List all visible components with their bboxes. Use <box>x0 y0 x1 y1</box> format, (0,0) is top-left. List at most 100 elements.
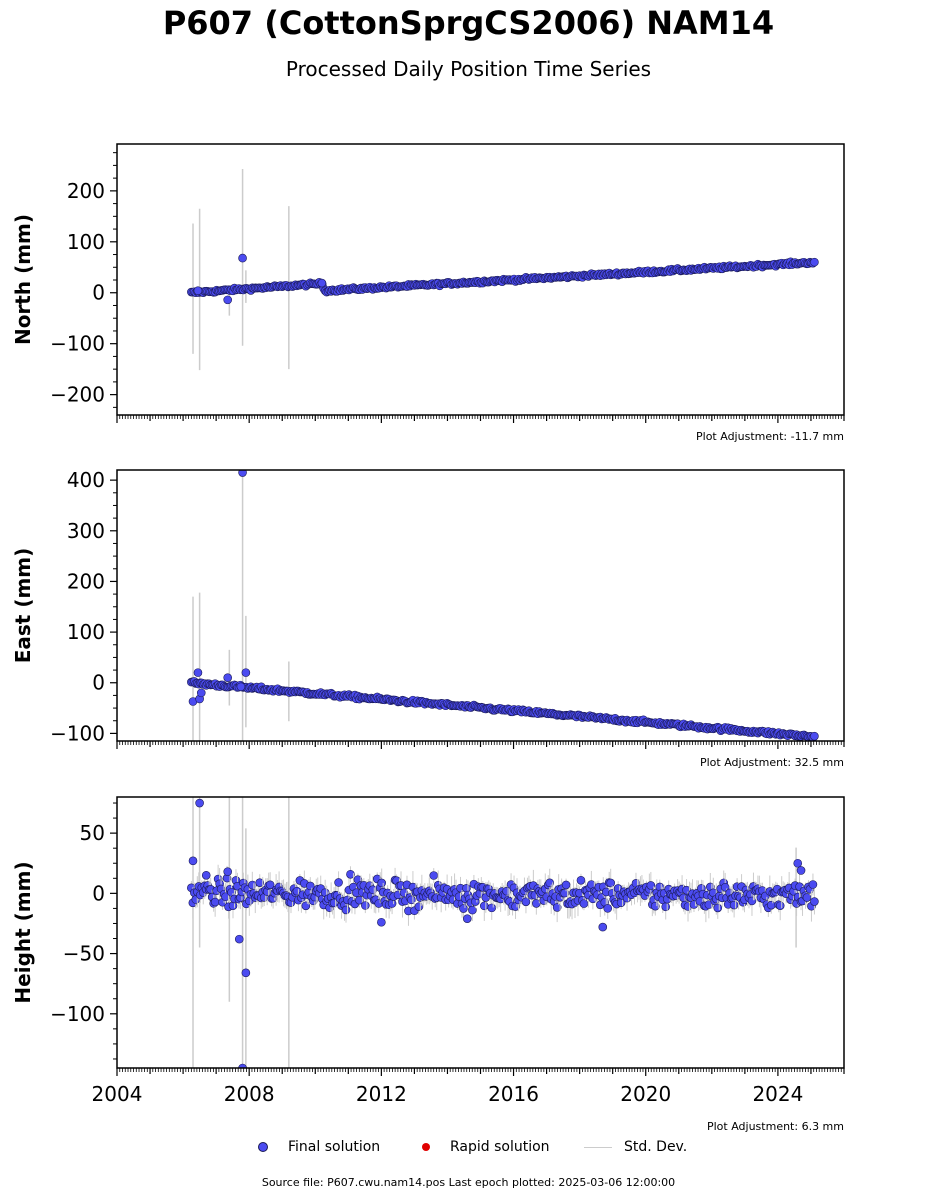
plot-adjustment-label: Plot Adjustment: 6.3 mm <box>707 1120 844 1133</box>
std-dev-line-icon <box>584 1146 612 1148</box>
final-solution-point <box>241 968 251 978</box>
y-axis-label: East (mm) <box>11 548 35 664</box>
plot-adjustment-label: Plot Adjustment: 32.5 mm <box>700 756 844 769</box>
final-solution-point <box>713 903 723 913</box>
final-solution-point <box>355 895 364 905</box>
panel-frame <box>116 469 845 742</box>
final-solution-point <box>808 880 818 889</box>
final-solution-point <box>606 878 615 888</box>
y-axis-label: North (mm) <box>11 214 35 345</box>
y-tick-label: 200 <box>67 179 105 203</box>
final-solution-point <box>223 867 233 876</box>
x-tick-label: 2024 <box>752 1082 803 1106</box>
final-solution-point <box>766 900 776 910</box>
final-solution-point <box>193 668 203 677</box>
final-solution-point <box>661 902 671 912</box>
final-solution-point <box>201 870 211 880</box>
final-solution-point <box>377 878 386 888</box>
x-tick-label: 2008 <box>224 1082 275 1106</box>
final-solution-point <box>210 897 220 907</box>
final-solution-point <box>747 896 757 906</box>
panel-data-group <box>187 168 819 371</box>
final-solution-point <box>796 866 806 875</box>
final-solution-point <box>552 903 562 912</box>
y-tick-label: 100 <box>67 620 105 644</box>
final-solution-point <box>810 731 819 741</box>
final-solution-point <box>188 856 198 866</box>
final-solution-point <box>561 880 571 890</box>
final-solution-point <box>579 899 589 908</box>
final-solution-point <box>223 673 233 682</box>
y-tick-label: 200 <box>67 569 105 593</box>
final-solution-point <box>193 286 203 296</box>
panel-data-group <box>187 470 819 741</box>
final-solution-point <box>729 900 739 910</box>
panel-frame <box>116 796 845 1069</box>
final-solution-point <box>346 869 355 879</box>
final-solution-point <box>487 903 497 913</box>
source-footer: Source file: P607.cwu.nam14.pos Last epo… <box>261 1176 676 1189</box>
final-solution-point <box>480 901 489 911</box>
final-solution-point <box>462 914 472 923</box>
y-tick-label: 0 <box>92 671 105 695</box>
y-tick-label: 300 <box>67 519 105 543</box>
final-solution-point <box>399 888 409 898</box>
legend-rapid-label: Rapid solution <box>450 1139 550 1155</box>
plot-adjustment-label: Plot Adjustment: -11.7 mm <box>696 430 844 443</box>
final-solution-point <box>238 253 247 263</box>
legend: Final solution Rapid solution Std. Dev. <box>0 1137 937 1157</box>
x-tick-label: 2004 <box>92 1082 143 1106</box>
y-tick-label: −100 <box>50 1002 105 1026</box>
final-solution-point <box>576 875 586 885</box>
x-tick-label: 2016 <box>488 1082 539 1106</box>
final-solution-point <box>195 798 204 808</box>
final-solution-point <box>238 470 247 477</box>
y-tick-label: −100 <box>50 332 105 356</box>
final-solution-point <box>459 904 468 913</box>
legend-std: Std. Dev. <box>584 1137 687 1157</box>
final-solution-point <box>223 295 233 305</box>
final-solution-point <box>317 278 327 288</box>
final-solution-marker-icon <box>258 1142 268 1152</box>
final-solution-point <box>334 878 343 887</box>
final-solution-point <box>255 878 265 887</box>
y-tick-label: 0 <box>92 281 105 305</box>
final-solution-point <box>341 905 351 915</box>
final-solution-point <box>521 897 531 907</box>
final-solution-point <box>238 1063 247 1068</box>
y-tick-label: −100 <box>50 721 105 745</box>
legend-rapid: Rapid solution <box>422 1137 550 1157</box>
final-solution-point <box>387 899 397 908</box>
final-solution-point <box>234 934 244 944</box>
x-tick-label: 2012 <box>356 1082 407 1106</box>
y-tick-label: 50 <box>80 821 105 845</box>
y-axis-label: Height (mm) <box>11 861 35 1003</box>
final-solution-point <box>196 688 206 698</box>
final-solution-point <box>545 878 555 888</box>
chart-title: P607 (CottonSprgCS2006) NAM14 <box>162 4 775 42</box>
final-solution-point <box>361 901 370 910</box>
final-solution-point <box>646 881 656 890</box>
final-solution-point <box>429 871 439 880</box>
final-solution-point <box>468 905 477 915</box>
y-tick-label: 100 <box>67 230 105 254</box>
final-solution-point <box>598 922 608 932</box>
y-tick-label: 0 <box>92 881 105 905</box>
y-tick-label: −50 <box>63 942 105 966</box>
y-tick-label: 400 <box>67 468 105 492</box>
final-solution-point <box>793 858 803 868</box>
final-solution-point <box>241 668 251 677</box>
legend-std-label: Std. Dev. <box>624 1139 688 1155</box>
final-solution-point <box>265 880 275 890</box>
final-solution-point <box>775 901 785 910</box>
final-solution-point <box>236 682 246 692</box>
x-tick-label: 2020 <box>620 1082 671 1106</box>
rapid-solution-marker-icon <box>422 1143 430 1151</box>
final-solution-point <box>603 904 613 913</box>
y-tick-label: −200 <box>50 383 105 407</box>
chart-subtitle: Processed Daily Position Time Series <box>285 57 652 81</box>
final-solution-point <box>301 901 311 911</box>
final-solution-point <box>810 257 819 267</box>
panel-data-group <box>187 797 819 1068</box>
